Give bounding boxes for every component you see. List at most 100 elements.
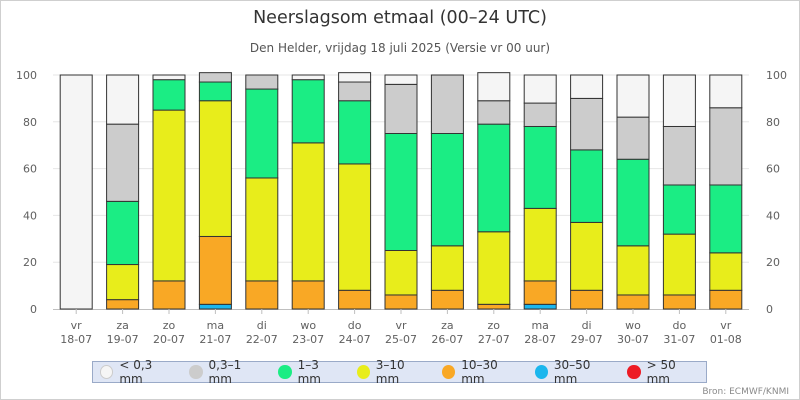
bar-segment	[106, 123, 140, 202]
bar-segment	[616, 294, 650, 310]
bar-segment	[291, 74, 325, 81]
bar-segment	[384, 250, 418, 296]
x-tick-label-day: vr	[71, 319, 83, 332]
x-tick-label-day: di	[582, 319, 592, 332]
bar-segment	[106, 299, 140, 310]
bar-segment	[477, 100, 511, 125]
y-tick-label-right: 0	[766, 303, 773, 316]
bar-segment	[477, 72, 511, 102]
bar-segment	[662, 184, 696, 235]
bar-segment	[570, 149, 604, 223]
bar-segment	[338, 289, 372, 310]
bar-segment	[384, 133, 418, 251]
bar-segment	[709, 74, 743, 109]
bar-segment	[245, 88, 279, 179]
bar-segment	[662, 74, 696, 127]
legend-swatch	[189, 365, 203, 379]
bar-segment	[291, 142, 325, 282]
x-tick-label-date: 31-07	[663, 333, 695, 346]
bar-segment	[709, 184, 743, 254]
y-tick-label-left: 20	[23, 256, 37, 269]
bar-segment	[616, 158, 650, 247]
bar-segment	[477, 303, 511, 310]
bar-segment	[245, 177, 279, 282]
legend-label: < 0,3 mm	[119, 358, 153, 386]
y-tick-label-left: 100	[16, 69, 37, 82]
bar-segment	[106, 200, 140, 266]
bar-segment	[245, 280, 279, 310]
bar-segment	[338, 72, 372, 83]
chart-subtitle: Den Helder, vrijdag 18 juli 2025 (Versie…	[249, 41, 551, 55]
legend-swatch	[441, 365, 456, 379]
bar-segment	[570, 97, 604, 151]
bar-segment	[616, 245, 650, 296]
bar-segment	[523, 74, 557, 104]
legend-item[interactable]: 1–3 mm	[278, 358, 343, 386]
x-tick-label-date: 29-07	[571, 333, 603, 346]
bar-segment	[523, 207, 557, 282]
bar-segment	[152, 280, 186, 310]
bar-segment	[198, 235, 232, 305]
y-tick-label-right: 100	[766, 69, 787, 82]
bar-segment	[662, 233, 696, 296]
legend-label: 3–10 mm	[375, 358, 405, 386]
y-tick-label-right: 40	[766, 209, 780, 222]
legend-label: > 50 mm	[646, 358, 676, 386]
x-tick-label-day: za	[441, 319, 454, 332]
bar-segment	[198, 81, 232, 102]
bar-segment	[198, 303, 232, 310]
x-tick-label-day: vr	[395, 319, 407, 332]
bar-segment	[198, 100, 232, 237]
x-tick-label-date: 24-07	[339, 333, 371, 346]
x-tick-label-date: 23-07	[292, 333, 324, 346]
y-tick-label-right: 60	[766, 163, 780, 176]
legend-item[interactable]: 3–10 mm	[356, 358, 429, 386]
x-tick-label-date: 27-07	[478, 333, 510, 346]
legend-item[interactable]: > 50 mm	[627, 358, 700, 386]
x-tick-label-day: vr	[720, 319, 732, 332]
legend-item[interactable]: 10–30 mm	[441, 358, 522, 386]
legend-item[interactable]: < 0,3 mm	[100, 358, 176, 386]
bar-segment	[152, 74, 186, 81]
legend-label: 1–3 mm	[297, 358, 321, 386]
bar-segment	[198, 72, 232, 83]
x-tick-label-day: ma	[207, 319, 224, 332]
bar-segment	[477, 123, 511, 233]
legend-swatch	[534, 365, 548, 379]
x-tick-label-date: 19-07	[107, 333, 139, 346]
bar-segment	[709, 107, 743, 186]
bar-segment	[430, 74, 464, 134]
bar-segment	[523, 280, 557, 305]
bar-segment	[106, 264, 140, 301]
bar-segment	[616, 116, 650, 160]
y-tick-label-left: 80	[23, 116, 37, 129]
bar-segment	[384, 294, 418, 310]
bar-segment	[430, 133, 464, 247]
legend-item[interactable]: 0,3–1 mm	[189, 358, 265, 386]
x-tick-label-date: 22-07	[246, 333, 278, 346]
legend-swatch	[100, 365, 114, 379]
bar-segment	[106, 74, 140, 125]
bar-segment	[291, 79, 325, 144]
x-tick-label-day: zo	[488, 319, 501, 332]
legend-item[interactable]: 30–50 mm	[534, 358, 615, 386]
x-tick-label-day: ma	[531, 319, 548, 332]
y-tick-label-right: 80	[766, 116, 780, 129]
bar-segment	[59, 74, 93, 310]
bar-segment	[338, 163, 372, 291]
x-tick-label-day: zo	[163, 319, 176, 332]
bar-segment	[570, 221, 604, 291]
bar-segment	[523, 102, 557, 127]
bar-segment	[152, 79, 186, 111]
legend-swatch	[278, 365, 292, 379]
bar-segment	[152, 109, 186, 282]
bar-segment	[430, 245, 464, 291]
x-tick-label-date: 21-07	[199, 333, 231, 346]
x-tick-label-date: 26-07	[431, 333, 463, 346]
bar-segment	[662, 125, 696, 186]
x-tick-label-date: 28-07	[524, 333, 556, 346]
chart-title: Neerslagsom etmaal (00–24 UTC)	[253, 8, 547, 28]
bar-segment	[338, 100, 372, 165]
